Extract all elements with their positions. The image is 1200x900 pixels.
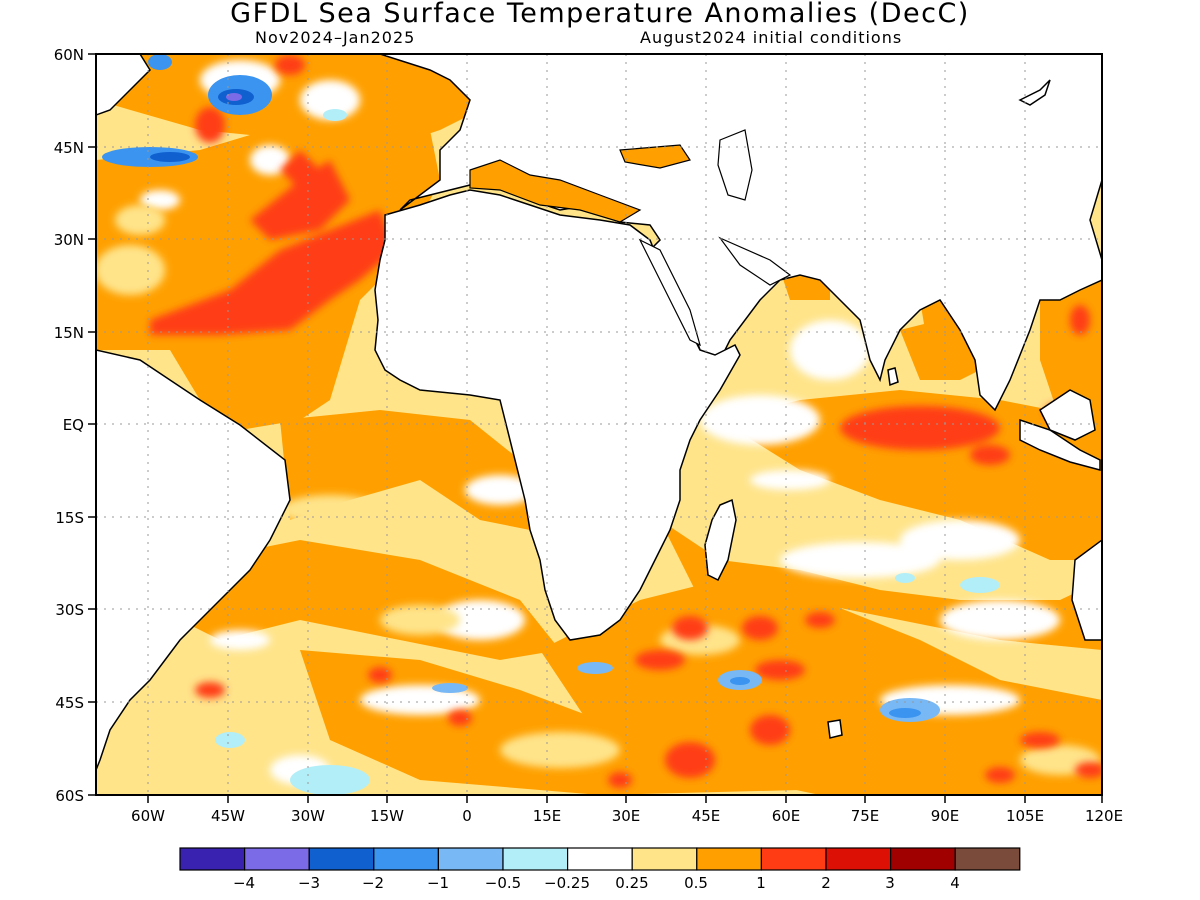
colorbar-swatch xyxy=(373,847,439,871)
colorbar-swatch xyxy=(179,847,246,871)
colorbar-tick-label: −3 xyxy=(298,874,320,892)
colorbar-swatch xyxy=(825,847,892,871)
colorbar-swatch xyxy=(889,847,956,871)
colorbar-tick-label: −1 xyxy=(427,874,449,892)
lon-label: 30E xyxy=(612,807,641,825)
anomaly-negative-patches xyxy=(102,54,1000,795)
colorbar-tick-label: 3 xyxy=(885,874,895,892)
lon-label: 90E xyxy=(931,807,960,825)
colorbar-swatch xyxy=(566,847,633,871)
lat-label: 30S xyxy=(55,601,84,619)
anomaly-red-regions xyxy=(150,55,1102,788)
lon-label: 45E xyxy=(692,807,721,825)
lon-label: 75E xyxy=(851,807,880,825)
lat-label: 15N xyxy=(54,324,84,342)
lon-label: 60E xyxy=(772,807,801,825)
colorbar-tick-label: 2 xyxy=(821,874,831,892)
lon-label: 15E xyxy=(533,807,562,825)
colorbar-swatch xyxy=(631,847,698,871)
lon-label: 45W xyxy=(211,807,245,825)
land-masses xyxy=(96,54,1102,771)
map-title: GFDL Sea Surface Temperature Anomalies (… xyxy=(230,0,970,29)
colorbar-tick-label: −0.25 xyxy=(544,874,590,892)
colorbar-labels: −4 −3 −2 −1 −0.5 −0.25 0.25 0.5 1 2 3 4 xyxy=(233,874,960,892)
lon-label: 60W xyxy=(131,807,165,825)
lat-label: 60N xyxy=(54,46,84,64)
lon-label: 30W xyxy=(291,807,325,825)
colorbar-tick-label: −0.5 xyxy=(485,874,521,892)
lat-label: 60S xyxy=(55,787,84,805)
colorbar-swatch xyxy=(954,847,1021,871)
lat-label: 45S xyxy=(55,694,84,712)
colorbar-swatch xyxy=(437,847,504,871)
colorbar-tick-label: 0.5 xyxy=(684,874,708,892)
colorbar-swatch xyxy=(696,847,762,871)
colorbar-swatch xyxy=(244,847,310,871)
lon-label: 120E xyxy=(1085,807,1123,825)
colorbar xyxy=(179,847,1021,871)
lat-label: 30N xyxy=(54,231,84,249)
forecast-period: Nov2024–Jan2025 xyxy=(255,28,416,47)
lat-label: 15S xyxy=(55,509,84,527)
anomaly-field xyxy=(96,54,1102,795)
colorbar-tick-label: 1 xyxy=(756,874,766,892)
colorbar-tick-label: −2 xyxy=(362,874,384,892)
lat-label: EQ xyxy=(63,416,84,434)
lon-label: 15W xyxy=(370,807,404,825)
lon-label: 105E xyxy=(1006,807,1044,825)
latitude-labels: 60N 45N 30N 15N EQ 15S 30S 45S 60S xyxy=(54,46,84,805)
colorbar-tick-label: 4 xyxy=(950,874,960,892)
colorbar-tick-label: 0.25 xyxy=(615,874,648,892)
inland-seas xyxy=(469,144,691,223)
axis-ticks xyxy=(88,53,1103,803)
map-gridlines xyxy=(96,54,1102,795)
initial-conditions: August2024 initial conditions xyxy=(640,28,903,47)
colorbar-tick-label: −4 xyxy=(233,874,255,892)
longitude-labels: 60W 45W 30W 15W 0 15E 30E 45E 60E 75E 90… xyxy=(131,807,1123,825)
colorbar-swatch xyxy=(308,847,375,871)
lat-label: 45N xyxy=(54,139,84,157)
lon-label: 0 xyxy=(462,807,472,825)
colorbar-swatch xyxy=(502,847,569,871)
colorbar-swatch xyxy=(760,847,827,871)
